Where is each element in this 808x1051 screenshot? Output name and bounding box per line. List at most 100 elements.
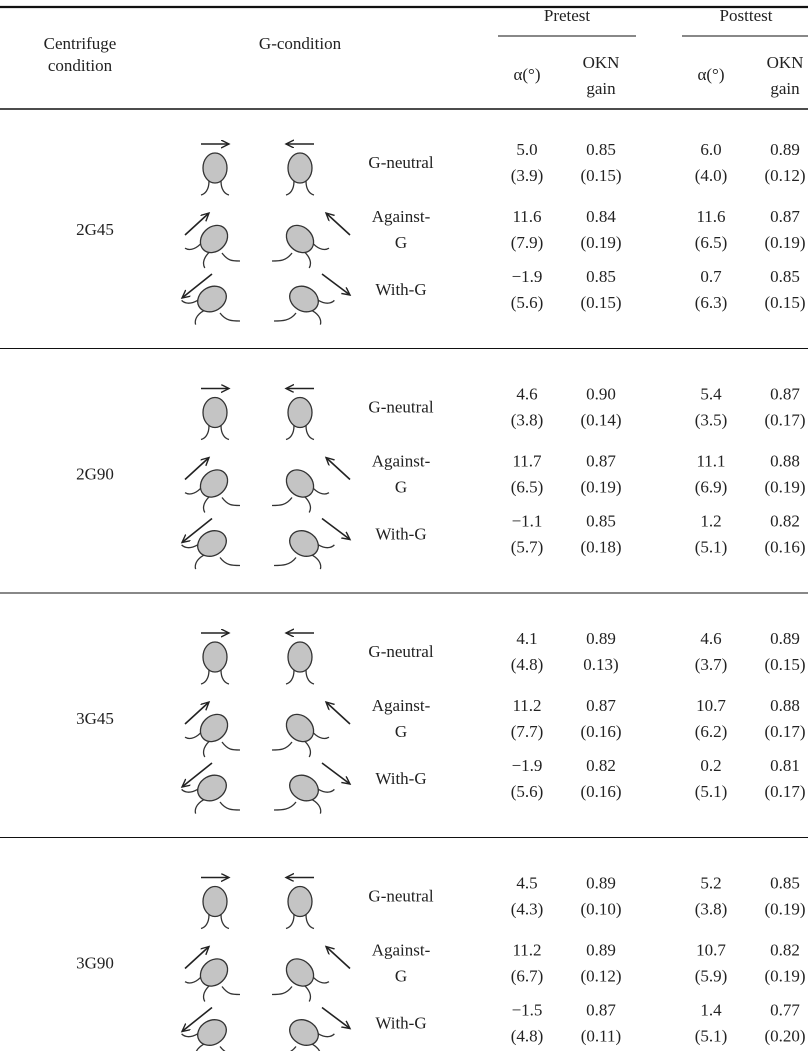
cell-sd: (0.19) (764, 233, 805, 252)
cell-sd: (3.9) (511, 166, 544, 185)
head-icon (181, 285, 227, 325)
head-icon (200, 885, 230, 930)
cell-value: 4.5 (516, 873, 537, 892)
cell-sd: (0.19) (580, 233, 621, 252)
cell-sd: (6.5) (695, 233, 728, 252)
g-condition-label: G (395, 477, 407, 496)
head (197, 774, 227, 802)
head (289, 1019, 319, 1046)
neck (311, 299, 335, 325)
cell-value: 0.85 (586, 511, 616, 530)
head-icon (184, 469, 229, 513)
cell-sd: (5.6) (511, 293, 544, 312)
cell-sd: (5.7) (511, 537, 544, 556)
cell-sd: (7.7) (511, 722, 544, 741)
condition-label: 3G45 (76, 709, 114, 728)
head (285, 958, 315, 987)
cell-sd: (4.8) (511, 1026, 544, 1045)
cell-value: −1.5 (512, 1000, 543, 1019)
head-icon (285, 152, 315, 196)
cell-value: 0.77 (770, 1000, 800, 1019)
head (287, 152, 313, 184)
neck (184, 976, 210, 1002)
neck-line (273, 312, 297, 322)
arrow (184, 213, 209, 236)
arrow (182, 762, 213, 787)
neck (311, 788, 335, 814)
neck-line (219, 1046, 226, 1051)
cell-sd: (5.1) (695, 782, 728, 801)
icon-pair (184, 458, 351, 513)
cell-value: 5.2 (700, 873, 721, 892)
neck-line (273, 801, 297, 811)
cell-sd: (0.16) (764, 537, 805, 556)
header-text: condition (48, 56, 113, 75)
subheader-text: OKN (583, 53, 620, 72)
head (199, 713, 229, 743)
cell-value: 1.4 (700, 1000, 722, 1019)
header-text: G-condition (259, 34, 342, 53)
cell-value: 11.7 (512, 451, 542, 470)
head (202, 641, 228, 673)
head-icon (184, 958, 229, 1002)
head (285, 713, 315, 743)
cell-value: 0.87 (586, 1000, 616, 1019)
neck (311, 544, 335, 570)
head (202, 885, 228, 918)
neck (285, 669, 315, 685)
head (199, 224, 229, 254)
head (289, 774, 319, 802)
g-condition-label: Against- (372, 940, 431, 959)
header-text: Pretest (544, 6, 591, 25)
head (289, 530, 319, 557)
head-icon (289, 774, 335, 814)
neck-line (271, 497, 293, 507)
cell-sd: (0.12) (580, 966, 621, 985)
cell-sd: (0.14) (580, 410, 621, 429)
subheader-text: α(°) (697, 65, 724, 84)
head-icon (289, 1019, 335, 1051)
icon-pair (184, 702, 351, 758)
cell-value: 11.6 (696, 207, 725, 226)
neck (181, 299, 205, 325)
cell-value: 0.82 (586, 756, 616, 775)
arrow (184, 947, 209, 970)
subheader-text: gain (586, 79, 616, 98)
head (202, 152, 228, 184)
cell-sd: (5.6) (511, 782, 544, 801)
head-icon (285, 224, 330, 269)
cell-sd: (3.5) (695, 410, 728, 429)
cell-sd: (0.20) (764, 1026, 805, 1045)
arrow (321, 273, 350, 295)
cell-value: 10.7 (696, 696, 726, 715)
neck-line (271, 986, 293, 996)
arrow (184, 458, 209, 481)
cell-value: −1.9 (512, 756, 543, 775)
cell-sd: (0.15) (580, 166, 621, 185)
cell-value: −1.9 (512, 267, 543, 286)
head (287, 396, 313, 429)
neck (200, 180, 230, 196)
g-condition-label: With-G (375, 769, 426, 788)
neck (200, 669, 230, 685)
cell-value: 4.1 (516, 629, 537, 648)
g-condition-label: G (395, 233, 407, 252)
arrow (182, 273, 213, 298)
cell-value: 0.87 (770, 384, 800, 403)
arrow (326, 702, 351, 725)
icon-pair (200, 633, 315, 685)
cell-sd: (0.19) (764, 966, 805, 985)
cell-value: 0.81 (770, 756, 800, 775)
neck (304, 732, 330, 758)
head-icon (181, 774, 227, 814)
condition-label: 2G45 (76, 220, 114, 239)
cell-sd: (0.11) (581, 1026, 621, 1045)
cell-sd: (6.2) (695, 722, 728, 741)
neck (285, 425, 315, 441)
cell-sd: (4.0) (695, 166, 728, 185)
cell-sd: (6.7) (511, 966, 544, 985)
cell-value: 0.84 (586, 207, 616, 226)
neck (184, 487, 210, 513)
cell-sd: (5.1) (695, 1026, 728, 1045)
